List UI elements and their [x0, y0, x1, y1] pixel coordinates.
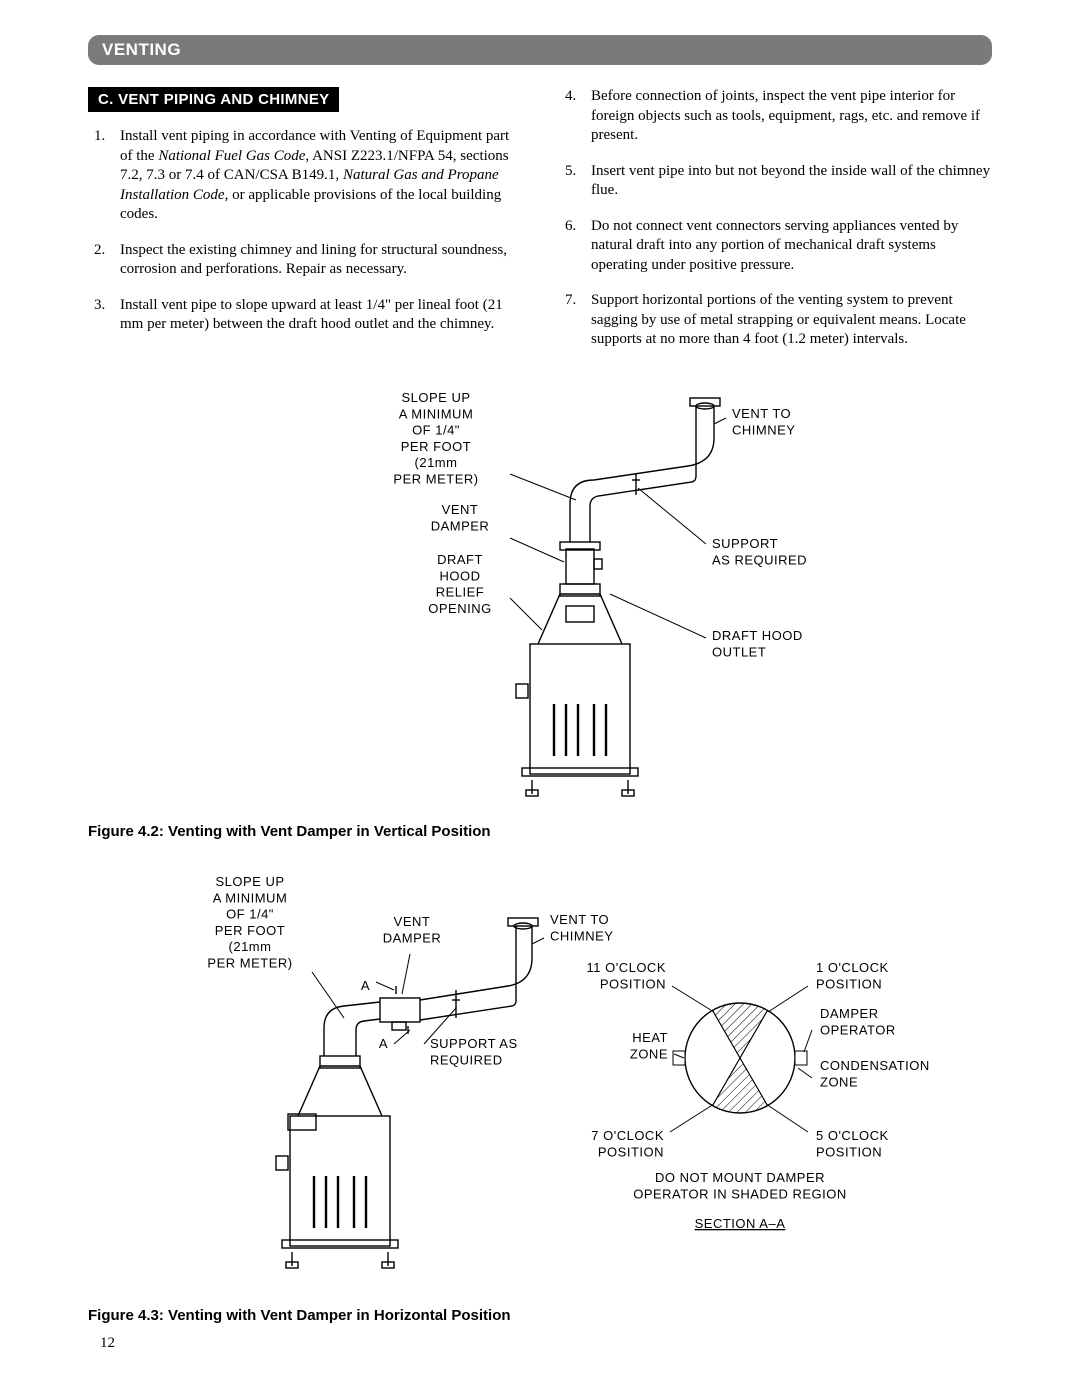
diagram-4-3: SLOPE UPA MINIMUMOF 1/4"PER FOOT(21mmPER…: [140, 868, 940, 1288]
right-column: Before connection of joints, inspect the…: [559, 87, 992, 366]
label-cond: CONDENSATIONZONE: [820, 1058, 930, 1089]
label-draft-hood: DRAFT HOODOUTLET: [712, 628, 803, 659]
label-relief: DRAFTHOODRELIEFOPENING: [428, 552, 491, 616]
list-item: Inspect the existing chimney and lining …: [88, 241, 521, 280]
label-damper-op: DAMPEROPERATOR: [820, 1006, 896, 1037]
section-banner: VENTING: [88, 35, 992, 65]
figure-4-3: SLOPE UPA MINIMUMOF 1/4"PER FOOT(21mmPER…: [88, 868, 992, 1324]
label-7oclock: 7 O'CLOCKPOSITION: [591, 1128, 664, 1159]
list-item: Install vent piping in accordance with V…: [88, 127, 521, 225]
list-item: Do not connect vent connectors serving a…: [559, 217, 992, 276]
diagram-4-2: SLOPE UPA MINIMUMOF 1/4"PER FOOT(21mmPER…: [260, 384, 820, 804]
label-section: SECTION A–A: [695, 1216, 786, 1231]
label-a2: A: [379, 1036, 388, 1051]
two-column-content: C. VENT PIPING AND CHIMNEY Install vent …: [88, 87, 992, 366]
list-item: Install vent pipe to slope upward at lea…: [88, 296, 521, 335]
left-list: Install vent piping in accordance with V…: [88, 127, 521, 335]
label-5oclock: 5 O'CLOCKPOSITION: [816, 1128, 889, 1159]
label-vent-damper: VENTDAMPER: [431, 502, 490, 533]
label-support: SUPPORT ASREQUIRED: [430, 1036, 518, 1067]
list-item: Before connection of joints, inspect the…: [559, 87, 992, 146]
figure-4-2: SLOPE UPA MINIMUMOF 1/4"PER FOOT(21mmPER…: [88, 384, 992, 840]
subsection-header: C. VENT PIPING AND CHIMNEY: [88, 87, 339, 112]
figure-caption-4-3: Figure 4.3: Venting with Vent Damper in …: [88, 1307, 992, 1324]
label-a1: A: [361, 978, 370, 993]
label-11oclock: 11 O'CLOCKPOSITION: [587, 960, 667, 991]
label-vent-chimney: VENT TOCHIMNEY: [732, 406, 795, 437]
label-damper: VENTDAMPER: [383, 914, 442, 945]
label-vent-chimney: VENT TOCHIMNEY: [550, 912, 613, 943]
label-slope: SLOPE UPA MINIMUMOF 1/4"PER FOOT(21mmPER…: [207, 874, 292, 970]
right-list: Before connection of joints, inspect the…: [559, 87, 992, 350]
label-slope: SLOPE UPA MINIMUMOF 1/4"PER FOOT(21mmPER…: [393, 390, 478, 486]
label-1oclock: 1 O'CLOCKPOSITION: [816, 960, 889, 991]
label-nomount: DO NOT MOUNT DAMPEROPERATOR IN SHADED RE…: [633, 1170, 847, 1201]
left-column: C. VENT PIPING AND CHIMNEY Install vent …: [88, 87, 521, 366]
list-item: Support horizontal portions of the venti…: [559, 291, 992, 350]
label-support: SUPPORTAS REQUIRED: [712, 536, 807, 567]
list-item: Insert vent pipe into but not beyond the…: [559, 162, 992, 201]
page-number: 12: [100, 1335, 115, 1352]
label-heat: HEATZONE: [630, 1030, 668, 1061]
figure-caption-4-2: Figure 4.2: Venting with Vent Damper in …: [88, 823, 992, 840]
